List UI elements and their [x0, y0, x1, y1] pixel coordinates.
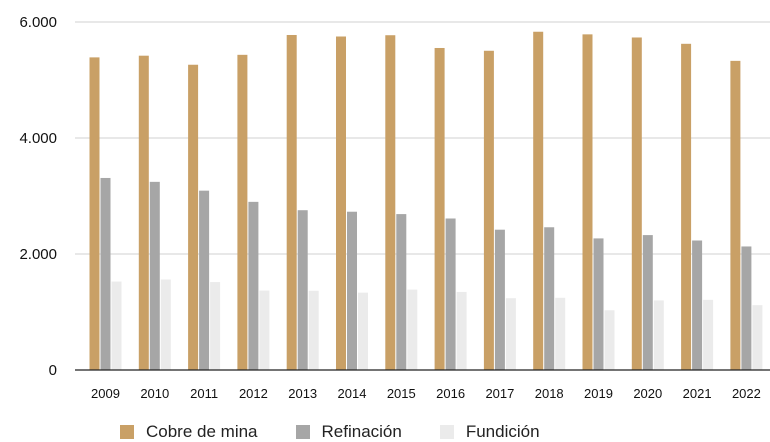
- x-tick-label-2018: 2018: [535, 386, 564, 401]
- bar-refinacion-2010: [149, 181, 160, 370]
- bar-cobre-de-mina-2016: [434, 47, 445, 370]
- x-tick-label-2017: 2017: [485, 386, 514, 401]
- bar-refinacion-2019: [593, 238, 604, 370]
- x-axis-tick-labels: 2009 2010 2011 2012 2013 2014 2015 2016 2017 2018…: [91, 386, 761, 401]
- bar-fundicion-2015: [407, 289, 418, 370]
- bars: [89, 31, 763, 371]
- bar-cobre-de-mina-2018: [533, 31, 544, 371]
- bar-fundicion-2009: [111, 281, 122, 370]
- legend-item-refinacion: Refinación: [295, 422, 402, 442]
- bar-fundicion-2018: [555, 297, 566, 370]
- bar-cobre-de-mina-2013: [286, 34, 297, 370]
- legend-swatch-cobre-de-mina: [120, 425, 134, 439]
- bar-cobre-de-mina-2017: [483, 50, 494, 370]
- y-tick-label: 4.000: [19, 130, 57, 147]
- legend-swatch-refinacion: [295, 425, 310, 439]
- x-tick-label-2013: 2013: [288, 386, 317, 401]
- x-tick-label-2016: 2016: [436, 386, 465, 401]
- bar-cobre-de-mina-2022: [730, 60, 741, 371]
- bar-refinacion-2022: [741, 246, 752, 370]
- bar-cobre-de-mina-2010: [138, 55, 149, 370]
- bar-refinacion-2016: [445, 218, 456, 370]
- bar-fundicion-2010: [160, 279, 171, 370]
- y-tick-label: 2.000: [19, 246, 57, 263]
- bar-fundicion-2014: [358, 292, 368, 370]
- bar-refinacion-2013: [297, 210, 308, 370]
- legend-item-fundicion: Fundición: [439, 422, 540, 442]
- legend: Cobre de mina Refinación Fundición: [120, 422, 540, 442]
- bar-fundicion-2013: [308, 290, 319, 370]
- bar-refinacion-2018: [544, 227, 555, 370]
- bar-cobre-de-mina-2015: [385, 35, 396, 370]
- bar-fundicion-2011: [210, 282, 221, 370]
- bar-cobre-de-mina-2009: [89, 57, 100, 370]
- x-tick-label-2021: 2021: [683, 386, 712, 401]
- x-tick-label-2015: 2015: [387, 386, 416, 401]
- bar-refinacion-2021: [692, 240, 703, 370]
- y-tick-label: 0: [49, 362, 57, 379]
- y-axis-tick-labels: 0 2.000 4.000 6.000: [19, 14, 57, 379]
- bar-refinacion-2014: [347, 211, 357, 370]
- x-tick-label-2010: 2010: [140, 386, 169, 401]
- bar-cobre-de-mina-2019: [582, 34, 593, 370]
- bar-fundicion-2021: [703, 299, 714, 370]
- x-tick-label-2014: 2014: [338, 386, 367, 401]
- x-tick-label-2020: 2020: [633, 386, 662, 401]
- bar-cobre-de-mina-2020: [631, 37, 642, 371]
- bar-refinacion-2009: [100, 177, 111, 370]
- x-tick-label-2012: 2012: [239, 386, 268, 401]
- bar-cobre-de-mina-2012: [237, 54, 248, 370]
- legend-item-cobre-de-mina: Cobre de mina: [120, 422, 258, 442]
- gridlines: [75, 21, 770, 255]
- legend-label-cobre-de-mina: Cobre de mina: [146, 422, 258, 441]
- bar-fundicion-2012: [259, 290, 270, 370]
- bar-cobre-de-mina-2021: [681, 43, 692, 371]
- bar-cobre-de-mina-2014: [336, 36, 346, 370]
- x-tick-label-2011: 2011: [190, 386, 218, 401]
- legend-swatch-fundicion: [439, 425, 454, 439]
- bar-refinacion-2012: [248, 201, 259, 370]
- bar-refinacion-2020: [642, 235, 653, 370]
- y-tick-label: 6.000: [19, 14, 57, 31]
- bar-refinacion-2017: [494, 229, 505, 370]
- legend-label-refinacion: Refinación: [321, 422, 402, 441]
- bar-fundicion-2019: [604, 310, 615, 370]
- bar-fundicion-2020: [653, 300, 664, 370]
- bar-fundicion-2022: [752, 305, 763, 370]
- bar-cobre-de-mina-2011: [188, 64, 199, 370]
- bar-refinacion-2011: [199, 190, 210, 370]
- x-tick-label-2019: 2019: [584, 386, 613, 401]
- x-tick-label-2022: 2022: [732, 386, 761, 401]
- bar-refinacion-2015: [396, 214, 407, 370]
- bar-fundicion-2017: [505, 298, 516, 370]
- x-tick-label-2009: 2009: [91, 386, 120, 401]
- bar-fundicion-2016: [456, 291, 467, 370]
- legend-label-fundicion: Fundición: [465, 422, 540, 441]
